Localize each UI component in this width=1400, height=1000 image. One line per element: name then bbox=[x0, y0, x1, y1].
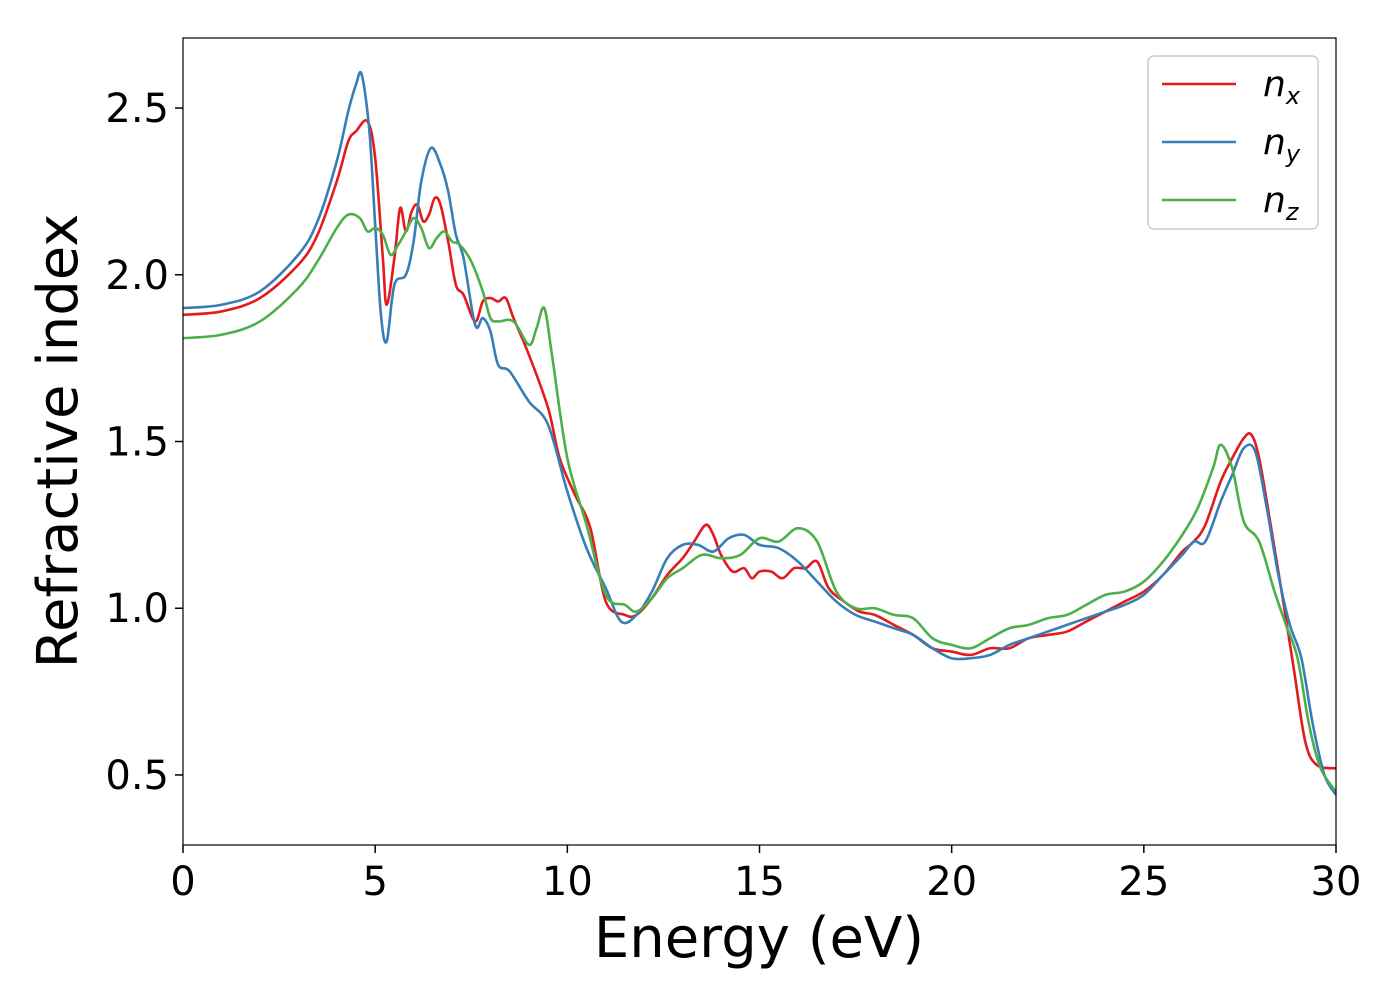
series-layer bbox=[182, 70, 1338, 796]
legend-label-nx: nx bbox=[1263, 64, 1301, 110]
legend-label-nz: nz bbox=[1263, 180, 1300, 226]
x-tick-label: 15 bbox=[734, 859, 785, 905]
x-tick-label: 10 bbox=[542, 859, 593, 905]
y-axis-label: Refractive index bbox=[26, 214, 91, 669]
y-tick-label: 2.5 bbox=[105, 86, 169, 132]
x-tick-label: 20 bbox=[926, 859, 977, 905]
legend-label-ny: ny bbox=[1263, 122, 1301, 168]
x-tick-label: 5 bbox=[362, 859, 387, 905]
legend: nx ny nz bbox=[1147, 55, 1319, 230]
y-tick-label: 0.5 bbox=[105, 753, 169, 799]
x-tick-label: 0 bbox=[170, 859, 195, 905]
series-line-nz bbox=[182, 212, 1338, 793]
y-tick-label: 1.0 bbox=[105, 586, 169, 632]
x-axis-label: Energy (eV) bbox=[594, 906, 924, 971]
y-axis-ticks: 0.5 1.0 1.5 2.0 2.5 bbox=[105, 86, 183, 799]
y-tick-label: 1.5 bbox=[105, 420, 169, 466]
x-tick-label: 30 bbox=[1311, 859, 1362, 905]
plot-background bbox=[183, 38, 1336, 845]
x-axis-ticks: 0 5 10 15 20 25 30 bbox=[170, 845, 1361, 905]
series-line-ny bbox=[182, 70, 1338, 796]
x-tick-label: 25 bbox=[1118, 859, 1169, 905]
y-tick-label: 2.0 bbox=[105, 253, 169, 299]
